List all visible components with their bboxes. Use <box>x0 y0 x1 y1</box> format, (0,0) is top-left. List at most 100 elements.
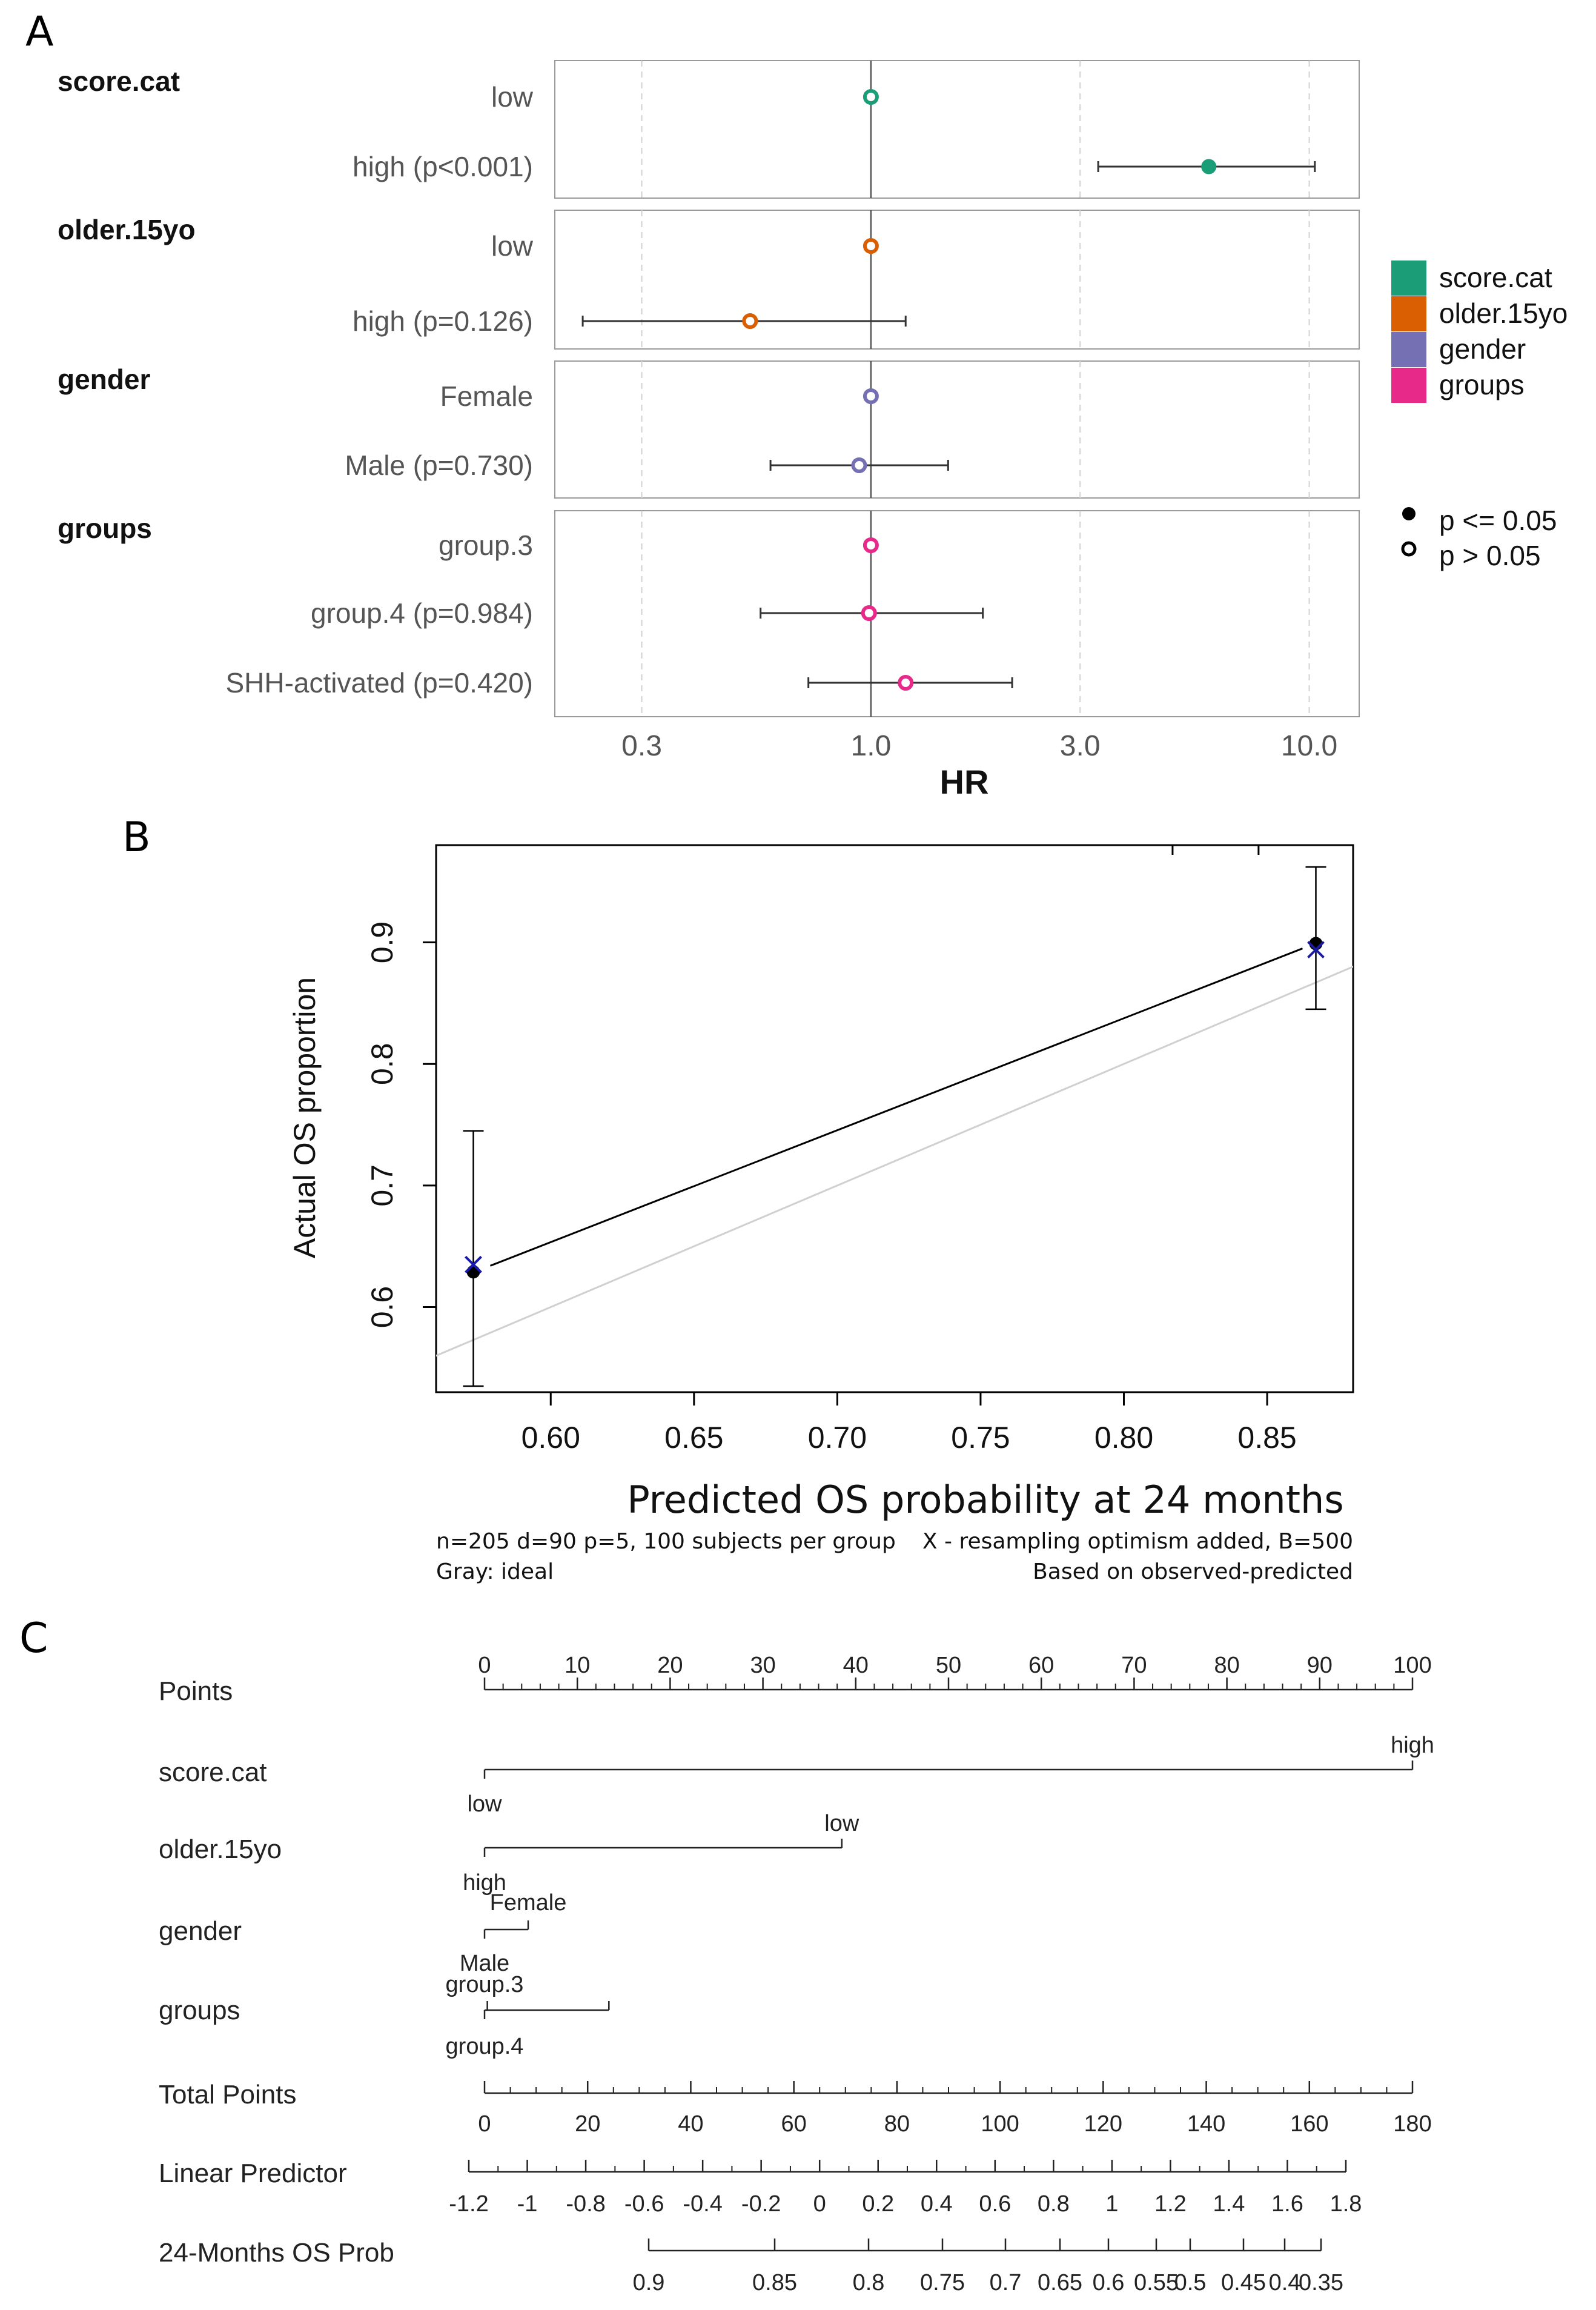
row-label: high (p<0.001) <box>353 151 533 182</box>
x-tick-label: 0.3 <box>621 730 662 762</box>
os-prob-tick-label: 0.65 <box>1038 2270 1082 2295</box>
x-tick-label: 0.75 <box>951 1421 1010 1455</box>
plot-frame <box>435 844 1354 1393</box>
calibration-plot: 0.60 0.65 0.70 0.75 0.80 0.85 0.6 0.7 0.8 0.9 Actu… <box>288 844 1354 1584</box>
linear-predictor-tick-label: 0.4 <box>921 2191 953 2217</box>
level-label: group.3 <box>446 1972 524 1997</box>
group-header: older.15yo <box>58 214 196 245</box>
os-prob-tick-label: 0.45 <box>1221 2270 1266 2295</box>
os-prob-tick-label: 0.85 <box>752 2270 797 2295</box>
observed-point <box>466 1265 480 1279</box>
points-tick-label: 40 <box>843 1653 869 1678</box>
linear-predictor-tick-label: 1.6 <box>1271 2191 1303 2217</box>
footnote: Gray: ideal <box>436 1559 554 1584</box>
points-tick-label: 80 <box>1214 1653 1239 1678</box>
x-tick-label: 0.70 <box>808 1421 867 1455</box>
linear-predictor-tick-label: -1.2 <box>449 2191 488 2217</box>
row-label: low <box>491 230 534 262</box>
row-label: SHH-activated (p=0.420) <box>225 667 533 699</box>
hr-point <box>1201 159 1217 174</box>
total-points-tick-label: 80 <box>884 2111 910 2137</box>
linear-predictor-tick-label: -0.8 <box>566 2191 605 2217</box>
legend-open-point <box>1401 541 1417 557</box>
linear-predictor-tick-label: 0.2 <box>862 2191 894 2217</box>
facet-panel <box>554 510 1360 717</box>
level-label: high <box>463 1870 506 1896</box>
x-tick-label: 0.60 <box>522 1421 580 1455</box>
level-label: Female <box>490 1890 567 1916</box>
y-axis-title: Actual OS proportion <box>288 977 322 1258</box>
y-tick-label: 0.8 <box>365 1043 399 1085</box>
legend-swatch <box>1391 261 1426 296</box>
corrected-marker <box>465 1255 482 1273</box>
os-prob-tick-label: 0.4 <box>1269 2270 1301 2295</box>
level-label: low <box>467 1791 502 1817</box>
row-label: gender <box>159 1916 242 1946</box>
points-tick-label: 10 <box>565 1653 590 1678</box>
points-tick-label: 70 <box>1121 1653 1147 1678</box>
os-prob-tick-label: 0.7 <box>990 2270 1022 2295</box>
footnote: n=205 d=90 p=5, 100 subjects per group <box>436 1529 896 1554</box>
os-prob-tick-label: 0.75 <box>920 2270 965 2295</box>
group-header: groups <box>58 513 152 544</box>
y-tick-label: 0.6 <box>365 1286 399 1329</box>
linear-predictor-tick-label: -0.6 <box>624 2191 664 2217</box>
row-label: groups <box>159 1996 240 2025</box>
linear-predictor-tick-label: -1 <box>517 2191 538 2217</box>
total-points-tick-label: 100 <box>981 2111 1019 2137</box>
y-tick-label: 0.9 <box>365 921 399 964</box>
level-label: high <box>1391 1733 1434 1758</box>
points-tick-label: 50 <box>936 1653 961 1678</box>
legend-label: older.15yo <box>1439 297 1568 329</box>
legend-label: score.cat <box>1439 262 1552 293</box>
linear-predictor-tick-label: -0.2 <box>741 2191 781 2217</box>
hr-point <box>863 388 879 404</box>
level-label: group.4 <box>446 2034 524 2059</box>
observed-line <box>489 948 1303 1267</box>
legend-label: groups <box>1439 369 1525 400</box>
linear-predictor-tick-label: 1.4 <box>1213 2191 1245 2217</box>
facet-panel <box>554 210 1360 350</box>
total-points-tick-label: 180 <box>1393 2111 1431 2137</box>
hr-point <box>898 675 914 691</box>
ideal-line <box>436 966 1353 1357</box>
linear-predictor-tick-label: 0 <box>813 2191 826 2217</box>
linear-predictor-tick-label: 1.8 <box>1330 2191 1362 2217</box>
row-label: Total Points <box>159 2080 296 2109</box>
linear-predictor-tick-label: -0.4 <box>683 2191 722 2217</box>
points-tick-label: 0 <box>478 1653 491 1678</box>
linear-predictor-tick-label: 1 <box>1105 2191 1118 2217</box>
row-label: older.15yo <box>159 1834 282 1864</box>
level-label: Male <box>460 1951 509 1976</box>
legend-label: gender <box>1439 333 1526 365</box>
os-prob-tick-label: 0.5 <box>1174 2270 1207 2295</box>
facet-panel <box>554 60 1360 199</box>
legend-swatch <box>1391 332 1426 367</box>
x-tick-label: 0.65 <box>664 1421 723 1455</box>
row-label: 24-Months OS Prob <box>159 2238 394 2268</box>
facet-panel <box>554 360 1360 499</box>
legend-filled-point <box>1402 507 1416 520</box>
x-axis-title: Predicted OS probability at 24 months <box>627 1478 1343 1522</box>
total-points-tick-label: 40 <box>678 2111 703 2137</box>
row-label: Male (p=0.730) <box>345 450 533 481</box>
os-prob-tick-label: 0.8 <box>853 2270 885 2295</box>
row-label: low <box>491 81 534 113</box>
hr-point <box>863 238 879 254</box>
level-label: low <box>824 1811 859 1836</box>
forest-plot: score.cat low high (p<0.001) older.15yo low h… <box>58 60 1568 801</box>
points-tick-label: 90 <box>1307 1653 1333 1678</box>
y-tick-label: 0.7 <box>365 1164 399 1207</box>
row-label: group.4 (p=0.984) <box>311 597 533 629</box>
os-prob-tick-label: 0.6 <box>1093 2270 1125 2295</box>
linear-predictor-tick-label: 1.2 <box>1154 2191 1187 2217</box>
hr-point <box>863 537 879 553</box>
hr-point <box>863 89 879 105</box>
row-label: Female <box>440 380 533 412</box>
x-tick-label: 1.0 <box>851 730 892 762</box>
group-header: gender <box>58 363 150 395</box>
x-tick-label: 10.0 <box>1281 730 1337 762</box>
footnote: Based on observed-predicted <box>1033 1559 1353 1584</box>
total-points-tick-label: 140 <box>1187 2111 1225 2137</box>
x-tick-label: 0.80 <box>1094 1421 1153 1455</box>
